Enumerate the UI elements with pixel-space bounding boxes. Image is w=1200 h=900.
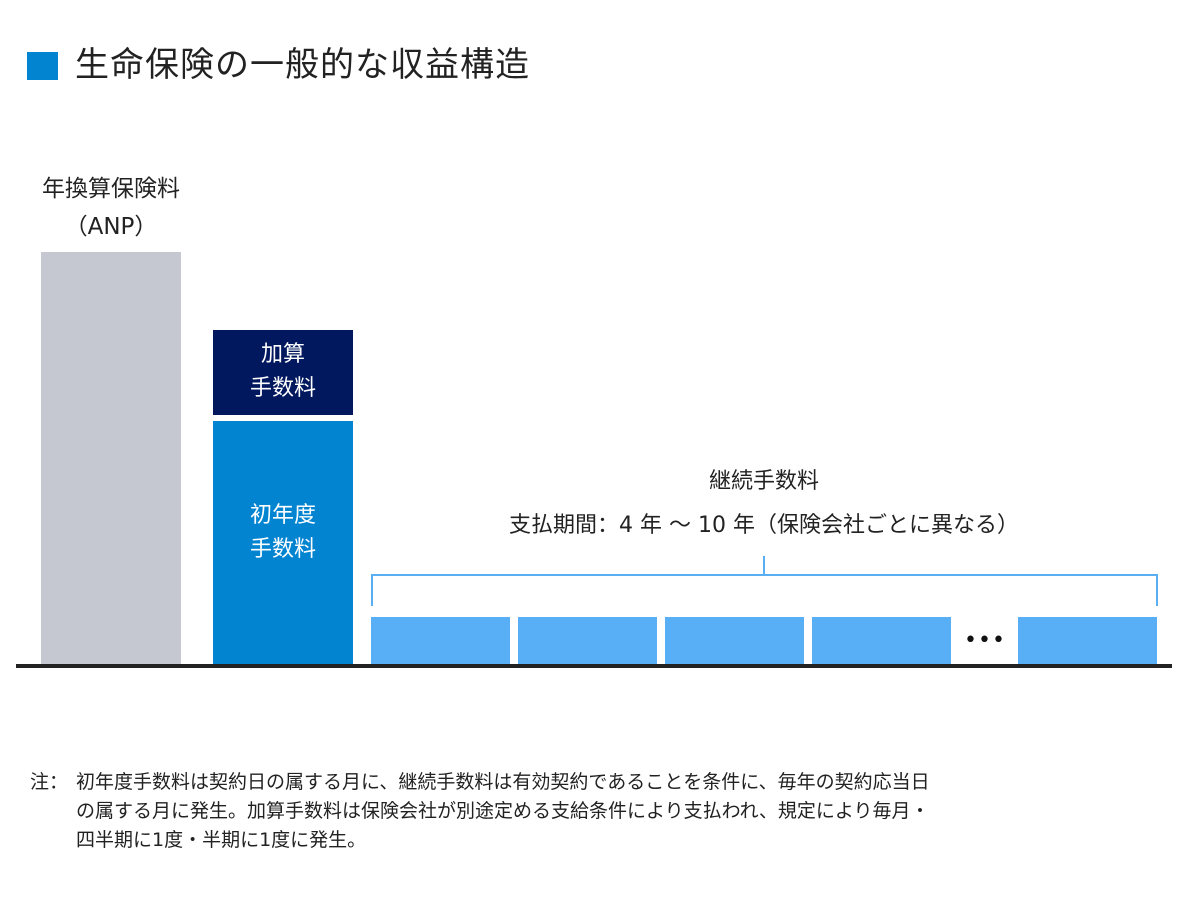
footnote-line-1: 注： 初年度手数料は契約日の属する月に、継続手数料は有効契約であることを条件に、… [30, 768, 930, 797]
footnote-text-2: の属する月に発生。加算手数料は保険会社が別途定める支給条件により支払われ、規定に… [76, 800, 930, 822]
footnote: 注： 初年度手数料は契約日の属する月に、継続手数料は有効契約であることを条件に、… [30, 768, 930, 855]
anp-label: 年換算保険料 （ANP） [14, 170, 208, 246]
footnote-indent [30, 797, 76, 826]
footnote-text-1: 初年度手数料は契約日の属する月に、継続手数料は有効契約であることを条件に、毎年の… [76, 771, 930, 793]
footnote-line-2: の属する月に発生。加算手数料は保険会社が別途定める支給条件により支払われ、規定に… [30, 797, 930, 826]
bonus-commission-label-line1: 加算 [260, 342, 305, 367]
renewal-segment-4 [812, 617, 951, 665]
renewal-segment-3 [665, 617, 804, 665]
first-year-commission-label-line2: 手数料 [249, 537, 316, 562]
footnote-line-3: 四半期に1度・半期に1度に発生。 [30, 826, 930, 855]
renewal-segment-1 [371, 617, 510, 665]
renewal-payment-period: 支払期間：4 年 〜 10 年（保険会社ごとに異なる） [509, 513, 1019, 538]
renewal-commission-title: 継続手数料 [708, 469, 819, 494]
footnote-text-3: 四半期に1度・半期に1度に発生。 [76, 829, 367, 851]
first-year-commission-label-line1: 初年度 [249, 503, 316, 528]
title-marker [27, 52, 58, 80]
bracket-center-tick [763, 556, 765, 576]
bracket-right-tick [1156, 574, 1158, 606]
bracket-left-tick [371, 574, 373, 606]
bonus-commission-bar: 加算 手数料 [213, 330, 353, 415]
renewal-segment-2 [518, 617, 657, 665]
anp-label-line1: 年換算保険料 [42, 176, 180, 202]
first-year-commission-bar: 初年度 手数料 [213, 421, 353, 665]
page-title: 生命保険の一般的な収益構造 [75, 45, 530, 85]
footnote-indent [30, 826, 76, 855]
anp-bar [41, 252, 181, 665]
renewal-segment-last [1018, 617, 1157, 665]
baseline-axis [16, 664, 1172, 668]
bonus-commission-label-line2: 手数料 [249, 376, 316, 401]
footnote-prefix: 注： [30, 771, 69, 793]
ellipsis-indicator: ••• [964, 628, 1006, 653]
anp-label-line2: （ANP） [64, 214, 158, 240]
bracket-horizontal [371, 574, 1158, 576]
